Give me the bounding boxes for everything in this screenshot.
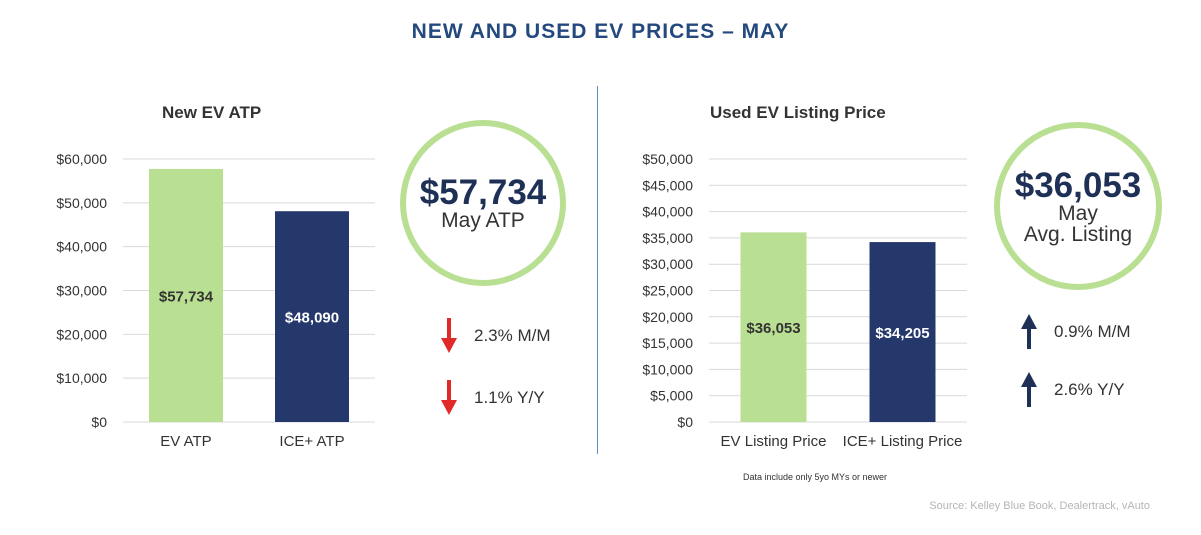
- used-ev-category-label: EV Listing Price: [721, 433, 827, 450]
- used-ev-listing-chart: $0 $5,000 $10,000 $15,000 $20,000 $25,000 $30,…: [642, 151, 967, 450]
- new-ev-ytick-label: $10,000: [56, 370, 107, 386]
- used-ev-change-mm-text: 0.9% M/M: [1054, 322, 1131, 341]
- new-ev-ytick-label: $40,000: [56, 239, 107, 255]
- new-ev-ytick-label: $0: [91, 414, 107, 430]
- used-ev-ytick-label: $45,000: [642, 177, 693, 193]
- used-ev-ytick-label: $30,000: [642, 256, 693, 272]
- used-ev-chart-title: Used EV Listing Price: [710, 103, 886, 122]
- used-ev-ytick-label: $40,000: [642, 204, 693, 220]
- used-ev-ytick-label: $10,000: [642, 361, 693, 377]
- used-ev-data-label: $34,205: [875, 325, 929, 342]
- section-divider: [597, 86, 598, 454]
- used-ev-category-label: ICE+ Listing Price: [843, 433, 963, 450]
- used-ev-kpi-label-line2: Avg. Listing: [1023, 222, 1133, 246]
- new-ev-ytick-label: $60,000: [56, 151, 107, 167]
- used-ev-change-mm: 0.9% M/M: [1020, 314, 1131, 350]
- arrow-down-icon: [441, 318, 457, 353]
- used-ev-ytick-label: $25,000: [642, 283, 693, 299]
- new-ev-change-mm: 2.3% M/M: [440, 318, 551, 354]
- new-ev-change-yy: 1.1% Y/Y: [440, 380, 545, 416]
- used-ev-bar: [869, 242, 936, 422]
- source-note: Source: Kelley Blue Book, Dealertrack, v…: [929, 500, 1150, 512]
- used-ev-ytick-label: $35,000: [642, 230, 693, 246]
- new-ev-ytick-label: $50,000: [56, 195, 107, 211]
- new-ev-kpi-label: May ATP: [441, 209, 525, 232]
- used-ev-kpi-label-line1: May: [1058, 201, 1098, 225]
- used-ev-ytick-label: $20,000: [642, 309, 693, 325]
- used-ev-ytick-label: $5,000: [650, 388, 693, 404]
- used-ev-ytick-label: $50,000: [642, 151, 693, 167]
- new-ev-ytick-label: $20,000: [56, 326, 107, 342]
- used-ev-data-label: $36,053: [746, 320, 800, 337]
- arrow-up-icon: [1021, 314, 1037, 349]
- new-ev-kpi-circle: $57,734 May ATP: [400, 120, 566, 286]
- used-ev-kpi-circle: $36,053 May Avg. Listing: [994, 122, 1162, 290]
- new-ev-bar: [149, 168, 223, 422]
- new-ev-category-label: EV ATP: [160, 433, 211, 450]
- used-ev-ytick-label: $0: [677, 414, 693, 430]
- used-ev-change-yy: 2.6% Y/Y: [1020, 372, 1125, 408]
- footnote: Data include only 5yo MYs or newer: [742, 472, 888, 482]
- new-ev-change-yy-text: 1.1% Y/Y: [474, 388, 545, 407]
- new-ev-category-label: ICE+ ATP: [279, 433, 344, 450]
- new-ev-change-mm-text: 2.3% M/M: [474, 326, 551, 345]
- used-ev-ytick-label: $15,000: [642, 335, 693, 351]
- page-title: NEW AND USED EV PRICES – MAY: [411, 20, 790, 43]
- used-ev-bar: [740, 232, 807, 422]
- used-ev-kpi-value: $36,053: [1014, 165, 1142, 205]
- new-ev-kpi-value: $57,734: [419, 173, 547, 212]
- arrow-down-icon: [441, 380, 457, 415]
- new-ev-chart-title: New EV ATP: [162, 103, 262, 122]
- new-ev-bar: [275, 211, 349, 422]
- new-ev-atp-chart: $0 $10,000 $20,000 $30,000 $40,000 $50,000 $60…: [56, 151, 375, 450]
- new-ev-data-label: $57,734: [159, 288, 214, 305]
- arrow-up-icon: [1021, 372, 1037, 407]
- new-ev-ytick-label: $30,000: [56, 283, 107, 299]
- new-ev-data-label: $48,090: [285, 310, 339, 327]
- used-ev-change-yy-text: 2.6% Y/Y: [1054, 380, 1125, 399]
